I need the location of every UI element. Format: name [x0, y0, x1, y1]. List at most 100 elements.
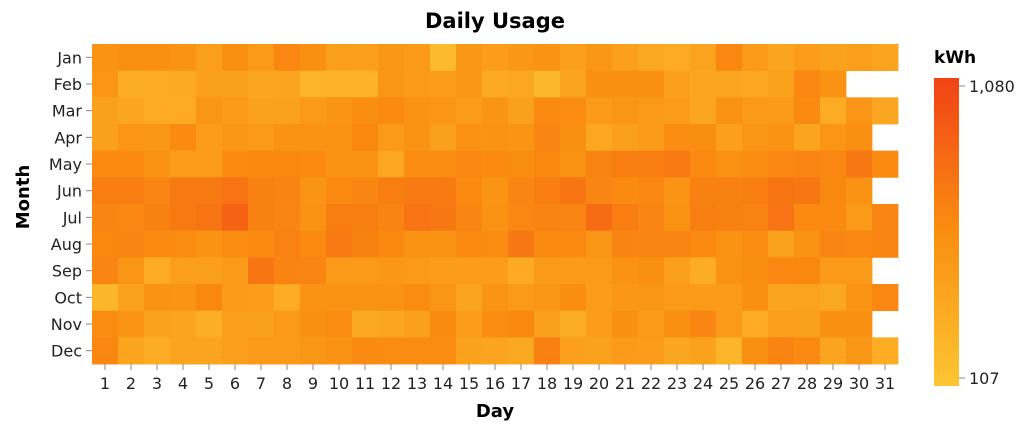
heatmap-cell: [274, 257, 301, 285]
heatmap-cell: [92, 230, 119, 258]
heatmap-cell: [404, 310, 431, 338]
heatmap-cell: [768, 150, 795, 178]
heatmap-cell: [664, 337, 691, 365]
heatmap-cell: [222, 44, 249, 72]
heatmap-cell: [456, 177, 483, 205]
heatmap-cell: [768, 44, 795, 72]
legend-max-label: 1,080: [969, 77, 1015, 96]
heatmap-cell: [430, 177, 457, 205]
heatmap-cell: [534, 70, 561, 98]
y-tick-label: Dec: [51, 342, 82, 361]
heatmap-cell: [820, 204, 847, 232]
heatmap-cell: [664, 177, 691, 205]
heatmap-cell: [794, 150, 821, 178]
heatmap-cell: [794, 284, 821, 312]
heatmap-cell: [222, 337, 249, 365]
heatmap-cell: [144, 177, 171, 205]
heatmap-cell: [534, 230, 561, 258]
x-tick-label: 27: [771, 374, 791, 393]
heatmap-cell: [404, 70, 431, 98]
heatmap-cell: [690, 337, 717, 365]
heatmap-cell: [534, 310, 561, 338]
heatmap-cell: [534, 337, 561, 365]
heatmap-cell: [716, 257, 743, 285]
heatmap-cell: [846, 44, 873, 72]
y-tick-label: Mar: [52, 102, 83, 121]
heatmap-cell: [222, 230, 249, 258]
heatmap-cell: [508, 124, 535, 152]
x-tick-label: 29: [823, 374, 843, 393]
heatmap-cell: [508, 284, 535, 312]
heatmap-cell: [326, 310, 353, 338]
heatmap-cell: [820, 44, 847, 72]
x-tick-label: 22: [641, 374, 661, 393]
heatmap-cell: [664, 310, 691, 338]
heatmap-cell: [716, 310, 743, 338]
heatmap-cell: [144, 70, 171, 98]
heatmap-cell: [170, 44, 197, 72]
heatmap-cell: [508, 44, 535, 72]
heatmap-cell: [846, 230, 873, 258]
heatmap-cell: [768, 230, 795, 258]
heatmap-cell: [586, 284, 613, 312]
heatmap-cell: [794, 257, 821, 285]
heatmap-cell: [664, 204, 691, 232]
heatmap-cell: [846, 284, 873, 312]
heatmap-cell: [352, 257, 379, 285]
heatmap-cell: [534, 284, 561, 312]
heatmap-cell: [274, 177, 301, 205]
x-axis-title: Day: [476, 401, 515, 422]
heatmap-cell: [430, 337, 457, 365]
heatmap-cell: [378, 124, 405, 152]
heatmap-cell: [404, 284, 431, 312]
heatmap-cell: [300, 124, 327, 152]
heatmap-cell: [664, 150, 691, 178]
heatmap-cell: [508, 97, 535, 125]
y-tick-label: Feb: [54, 75, 82, 94]
heatmap-cell: [638, 124, 665, 152]
heatmap-cell: [456, 124, 483, 152]
heatmap-cell: [690, 150, 717, 178]
heatmap-cell: [300, 230, 327, 258]
heatmap-cell: [612, 257, 639, 285]
heatmap-cell: [404, 337, 431, 365]
x-tick-label: 30: [849, 374, 869, 393]
y-tick-label: Jul: [62, 208, 82, 227]
heatmap-cell: [144, 204, 171, 232]
heatmap-cell: [508, 310, 535, 338]
heatmap-cell: [482, 310, 509, 338]
heatmap-cell: [430, 44, 457, 72]
heatmap-cell: [560, 97, 587, 125]
heatmap-cell: [534, 124, 561, 152]
heatmap-cell: [560, 177, 587, 205]
heatmap-cell: [716, 284, 743, 312]
heatmap-cell: [586, 257, 613, 285]
heatmap-cell: [872, 230, 899, 258]
heatmap-cells: [92, 44, 899, 365]
heatmap-cell: [612, 284, 639, 312]
heatmap-cell: [664, 230, 691, 258]
heatmap-cell: [768, 124, 795, 152]
heatmap-cell: [404, 44, 431, 72]
heatmap-cell: [378, 177, 405, 205]
heatmap-cell: [638, 284, 665, 312]
heatmap-cell: [638, 204, 665, 232]
heatmap-cell: [378, 257, 405, 285]
heatmap-cell: [690, 230, 717, 258]
heatmap-cell: [846, 337, 873, 365]
x-tick-label: 2: [126, 374, 136, 393]
heatmap-cell: [482, 204, 509, 232]
heatmap-cell: [430, 230, 457, 258]
heatmap-cell: [404, 150, 431, 178]
heatmap-cell: [430, 310, 457, 338]
heatmap-cell: [430, 257, 457, 285]
heatmap-cell: [274, 70, 301, 98]
heatmap-cell: [742, 230, 769, 258]
y-tick-label: Jun: [56, 182, 82, 201]
heatmap-cell: [456, 230, 483, 258]
heatmap-cell: [664, 284, 691, 312]
x-tick-label: 24: [693, 374, 713, 393]
heatmap-cell: [118, 230, 145, 258]
heatmap-cell: [92, 204, 119, 232]
heatmap-cell: [118, 44, 145, 72]
